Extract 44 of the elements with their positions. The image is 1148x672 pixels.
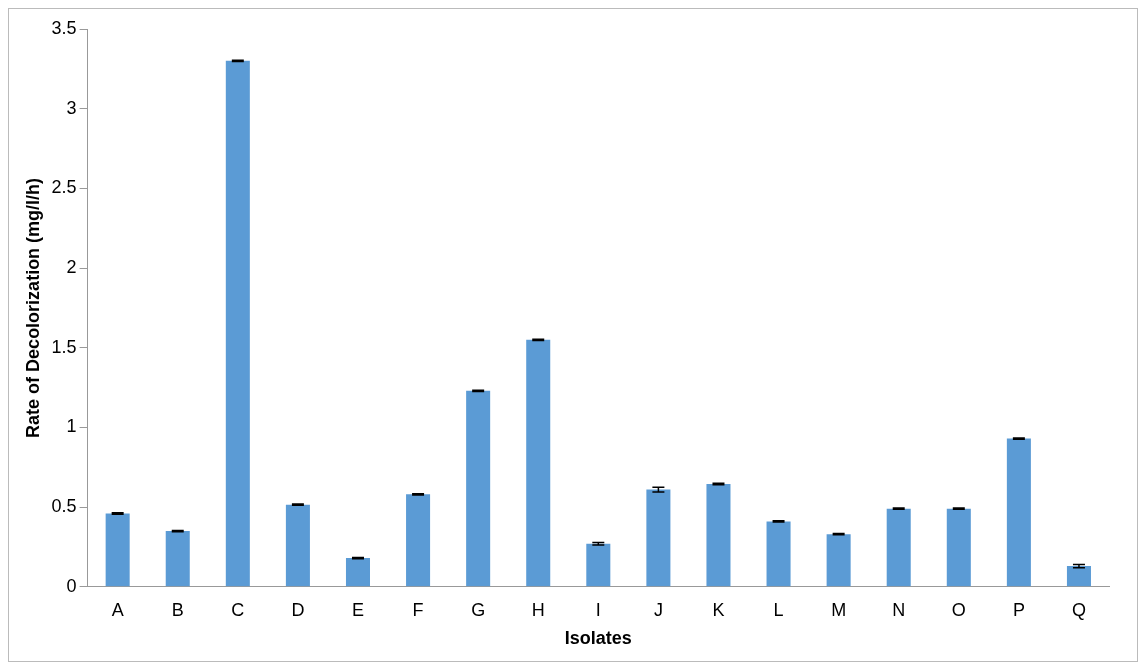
x-tick-label: P bbox=[1012, 599, 1025, 620]
x-tick-label: L bbox=[773, 599, 784, 620]
bar bbox=[766, 521, 791, 587]
bar bbox=[345, 558, 370, 587]
x-tick-label: Q bbox=[1071, 599, 1086, 620]
bar bbox=[946, 508, 971, 587]
bar bbox=[105, 513, 130, 587]
y-tick-label: 1 bbox=[66, 416, 77, 437]
x-tick-label: G bbox=[471, 599, 486, 620]
y-tick-label: 2 bbox=[66, 257, 77, 278]
y-tick-label: 0 bbox=[66, 575, 77, 596]
bar bbox=[165, 531, 190, 587]
y-tick-label: 2.5 bbox=[51, 177, 77, 198]
y-tick-label: 0.5 bbox=[51, 496, 77, 517]
x-tick-label: C bbox=[231, 599, 245, 620]
bar bbox=[466, 390, 491, 587]
x-axis-title: Isolates bbox=[564, 628, 632, 649]
x-tick-label: H bbox=[531, 599, 545, 620]
y-tick-label: 1.5 bbox=[51, 336, 77, 357]
bar bbox=[586, 543, 611, 587]
x-tick-label: F bbox=[412, 599, 424, 620]
bar bbox=[826, 534, 851, 587]
bar bbox=[886, 508, 911, 587]
x-tick-label: B bbox=[171, 599, 184, 620]
bar bbox=[285, 504, 310, 587]
x-tick-label: E bbox=[351, 599, 364, 620]
y-axis-title: Rate of Decolorization (mg/l/h) bbox=[22, 177, 43, 438]
bar bbox=[646, 489, 671, 587]
y-tick-label: 3.5 bbox=[51, 17, 77, 38]
x-tick-label: M bbox=[831, 599, 847, 620]
x-tick-label: D bbox=[291, 599, 305, 620]
x-tick-label: A bbox=[111, 599, 124, 620]
bar bbox=[526, 339, 551, 587]
bar bbox=[225, 60, 250, 587]
x-tick-label: O bbox=[951, 599, 966, 620]
bar bbox=[1006, 438, 1031, 587]
y-tick-label: 3 bbox=[66, 97, 77, 118]
x-tick-label: N bbox=[892, 599, 906, 620]
x-tick-label: K bbox=[712, 599, 725, 620]
x-tick-label: J bbox=[653, 599, 663, 620]
bar bbox=[406, 494, 431, 587]
bar bbox=[1066, 566, 1091, 587]
bar bbox=[706, 484, 731, 587]
x-tick-label: I bbox=[595, 599, 601, 620]
